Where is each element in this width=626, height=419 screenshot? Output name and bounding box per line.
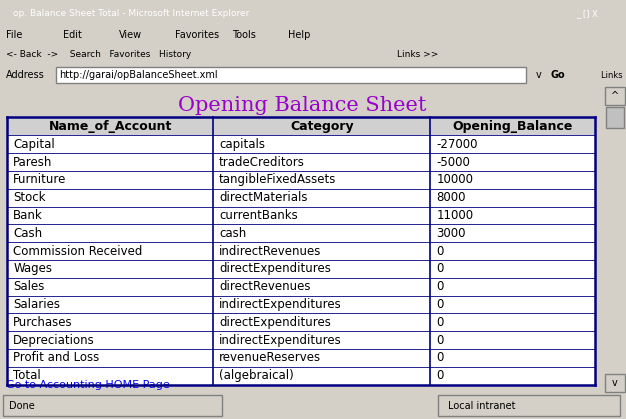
Bar xyxy=(3,395,222,416)
Text: op. Balance Sheet Total - Microsoft Internet Explorer: op. Balance Sheet Total - Microsoft Inte… xyxy=(13,9,249,18)
Bar xyxy=(56,67,526,83)
Text: tangibleFixedAssets: tangibleFixedAssets xyxy=(219,173,336,186)
Text: revenueReserves: revenueReserves xyxy=(219,352,321,365)
Text: Depreciations: Depreciations xyxy=(13,334,95,347)
Text: 0: 0 xyxy=(436,352,444,365)
Bar xyxy=(8,117,595,135)
Bar xyxy=(438,395,620,416)
Text: Total: Total xyxy=(13,369,41,382)
Text: 0: 0 xyxy=(436,334,444,347)
Text: Done: Done xyxy=(9,401,35,411)
Text: Address: Address xyxy=(6,70,45,80)
Text: indirectRevenues: indirectRevenues xyxy=(219,245,321,258)
Text: 11000: 11000 xyxy=(436,209,474,222)
Text: 0: 0 xyxy=(436,369,444,382)
Text: Links >>: Links >> xyxy=(601,70,626,80)
Text: 0: 0 xyxy=(436,245,444,258)
Text: currentBanks: currentBanks xyxy=(219,209,298,222)
Bar xyxy=(8,117,595,385)
Text: Help: Help xyxy=(288,30,310,40)
Text: Links >>: Links >> xyxy=(397,49,438,59)
Text: v: v xyxy=(612,378,618,388)
Text: _ [] X: _ [] X xyxy=(576,9,598,18)
Text: 0: 0 xyxy=(436,262,444,275)
Text: Commission Received: Commission Received xyxy=(13,245,143,258)
Text: Category: Category xyxy=(290,120,354,133)
Text: File: File xyxy=(6,30,23,40)
Text: Opening Balance Sheet: Opening Balance Sheet xyxy=(178,96,426,115)
Text: Tools: Tools xyxy=(232,30,255,40)
Text: -5000: -5000 xyxy=(436,155,470,168)
Text: Favorites: Favorites xyxy=(175,30,219,40)
Text: Cash: Cash xyxy=(13,227,43,240)
Text: Profit and Loss: Profit and Loss xyxy=(13,352,100,365)
Text: (algebraical): (algebraical) xyxy=(219,369,294,382)
Text: -27000: -27000 xyxy=(436,138,478,151)
Text: Sales: Sales xyxy=(13,280,44,293)
Text: directRevenues: directRevenues xyxy=(219,280,310,293)
Text: 0: 0 xyxy=(436,298,444,311)
Text: indirectExpenditures: indirectExpenditures xyxy=(219,334,342,347)
Text: 8000: 8000 xyxy=(436,191,466,204)
Text: directExpenditures: directExpenditures xyxy=(219,316,331,329)
Text: directExpenditures: directExpenditures xyxy=(219,262,331,275)
Text: Go: Go xyxy=(551,70,565,80)
Text: Wages: Wages xyxy=(13,262,53,275)
Text: View: View xyxy=(119,30,142,40)
Text: Furniture: Furniture xyxy=(13,173,66,186)
Text: Bank: Bank xyxy=(13,209,43,222)
Text: cash: cash xyxy=(219,227,246,240)
Text: Purchases: Purchases xyxy=(13,316,73,329)
Text: capitals: capitals xyxy=(219,138,265,151)
Text: 10000: 10000 xyxy=(436,173,473,186)
Text: indirectExpenditures: indirectExpenditures xyxy=(219,298,342,311)
Text: Opening_Balance: Opening_Balance xyxy=(453,120,573,133)
Text: <- Back  ->    Search   Favorites   History: <- Back -> Search Favorites History xyxy=(6,49,192,59)
Text: Salaries: Salaries xyxy=(13,298,60,311)
Text: tradeCreditors: tradeCreditors xyxy=(219,155,305,168)
Text: http://garai/opBalanceSheet.xml: http://garai/opBalanceSheet.xml xyxy=(59,70,218,80)
Text: directMaterials: directMaterials xyxy=(219,191,307,204)
Bar xyxy=(605,374,625,392)
Text: ^: ^ xyxy=(611,91,619,101)
Text: 3000: 3000 xyxy=(436,227,466,240)
Text: Edit: Edit xyxy=(63,30,81,40)
Text: Paresh: Paresh xyxy=(13,155,53,168)
Text: Go to Accounting HOME Page: Go to Accounting HOME Page xyxy=(6,380,170,390)
Text: v: v xyxy=(535,70,541,80)
Text: 0: 0 xyxy=(436,316,444,329)
Text: Capital: Capital xyxy=(13,138,55,151)
Text: Stock: Stock xyxy=(13,191,46,204)
Bar xyxy=(605,87,625,105)
Text: Local intranet: Local intranet xyxy=(448,401,515,411)
Text: Name_of_Account: Name_of_Account xyxy=(48,120,172,133)
Text: 0: 0 xyxy=(436,280,444,293)
Bar xyxy=(606,107,623,128)
